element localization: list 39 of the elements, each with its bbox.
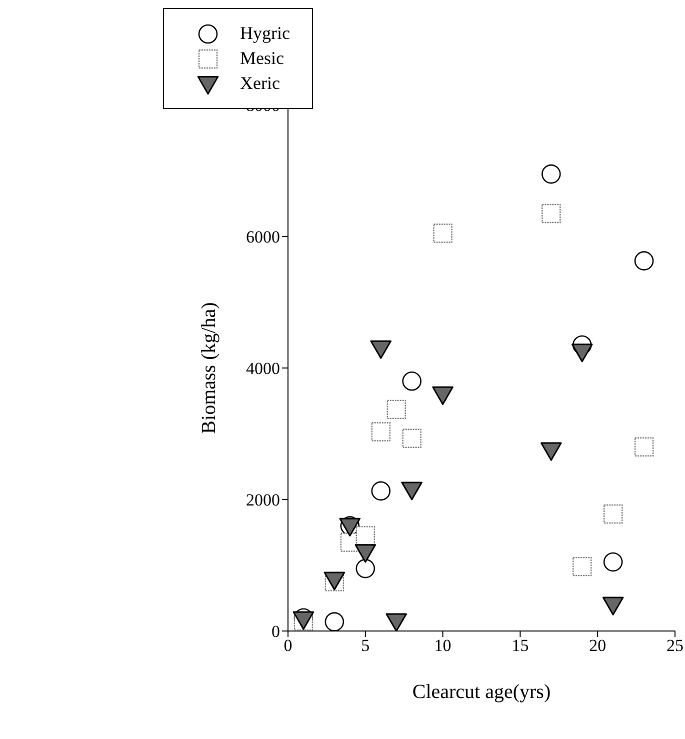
- point: [356, 526, 375, 546]
- point: [634, 437, 654, 456]
- point: [371, 481, 391, 501]
- x-axis-title: Clearcut age(yrs): [412, 681, 551, 703]
- point: [542, 204, 561, 224]
- y-tick-label: 0: [271, 622, 280, 642]
- y-tick-label: 2000: [246, 490, 280, 510]
- point: [370, 340, 392, 359]
- x-tick-label: 10: [434, 636, 452, 656]
- point: [571, 344, 593, 362]
- point: [324, 612, 344, 631]
- point: [572, 556, 592, 576]
- y-tick-label: 6000: [246, 228, 280, 247]
- y-tick-label: 4000: [246, 359, 280, 378]
- x-tick-label: 20: [589, 636, 606, 656]
- point: [401, 482, 422, 500]
- point: [540, 442, 562, 461]
- point: [603, 552, 623, 572]
- point: [371, 422, 390, 442]
- point: [542, 164, 561, 184]
- point: [402, 428, 422, 448]
- x-tick-label: 0: [284, 636, 292, 656]
- point: [386, 400, 406, 420]
- legend-label: Xeric: [240, 73, 280, 94]
- point: [433, 224, 452, 243]
- x-tick-label: 15: [512, 636, 529, 656]
- legend-label: Hygric: [240, 23, 290, 44]
- point: [386, 613, 407, 631]
- point: [603, 504, 623, 524]
- legend-label: Mesic: [240, 48, 284, 69]
- point: [356, 558, 376, 578]
- point: [354, 544, 376, 563]
- point: [432, 386, 454, 405]
- point: [602, 596, 624, 616]
- point: [634, 251, 654, 270]
- x-tick-label: 25: [666, 636, 684, 656]
- y-axis-title: Biomass (kg/ha): [198, 302, 220, 434]
- x-tick-label: 5: [361, 636, 370, 656]
- point: [402, 372, 422, 391]
